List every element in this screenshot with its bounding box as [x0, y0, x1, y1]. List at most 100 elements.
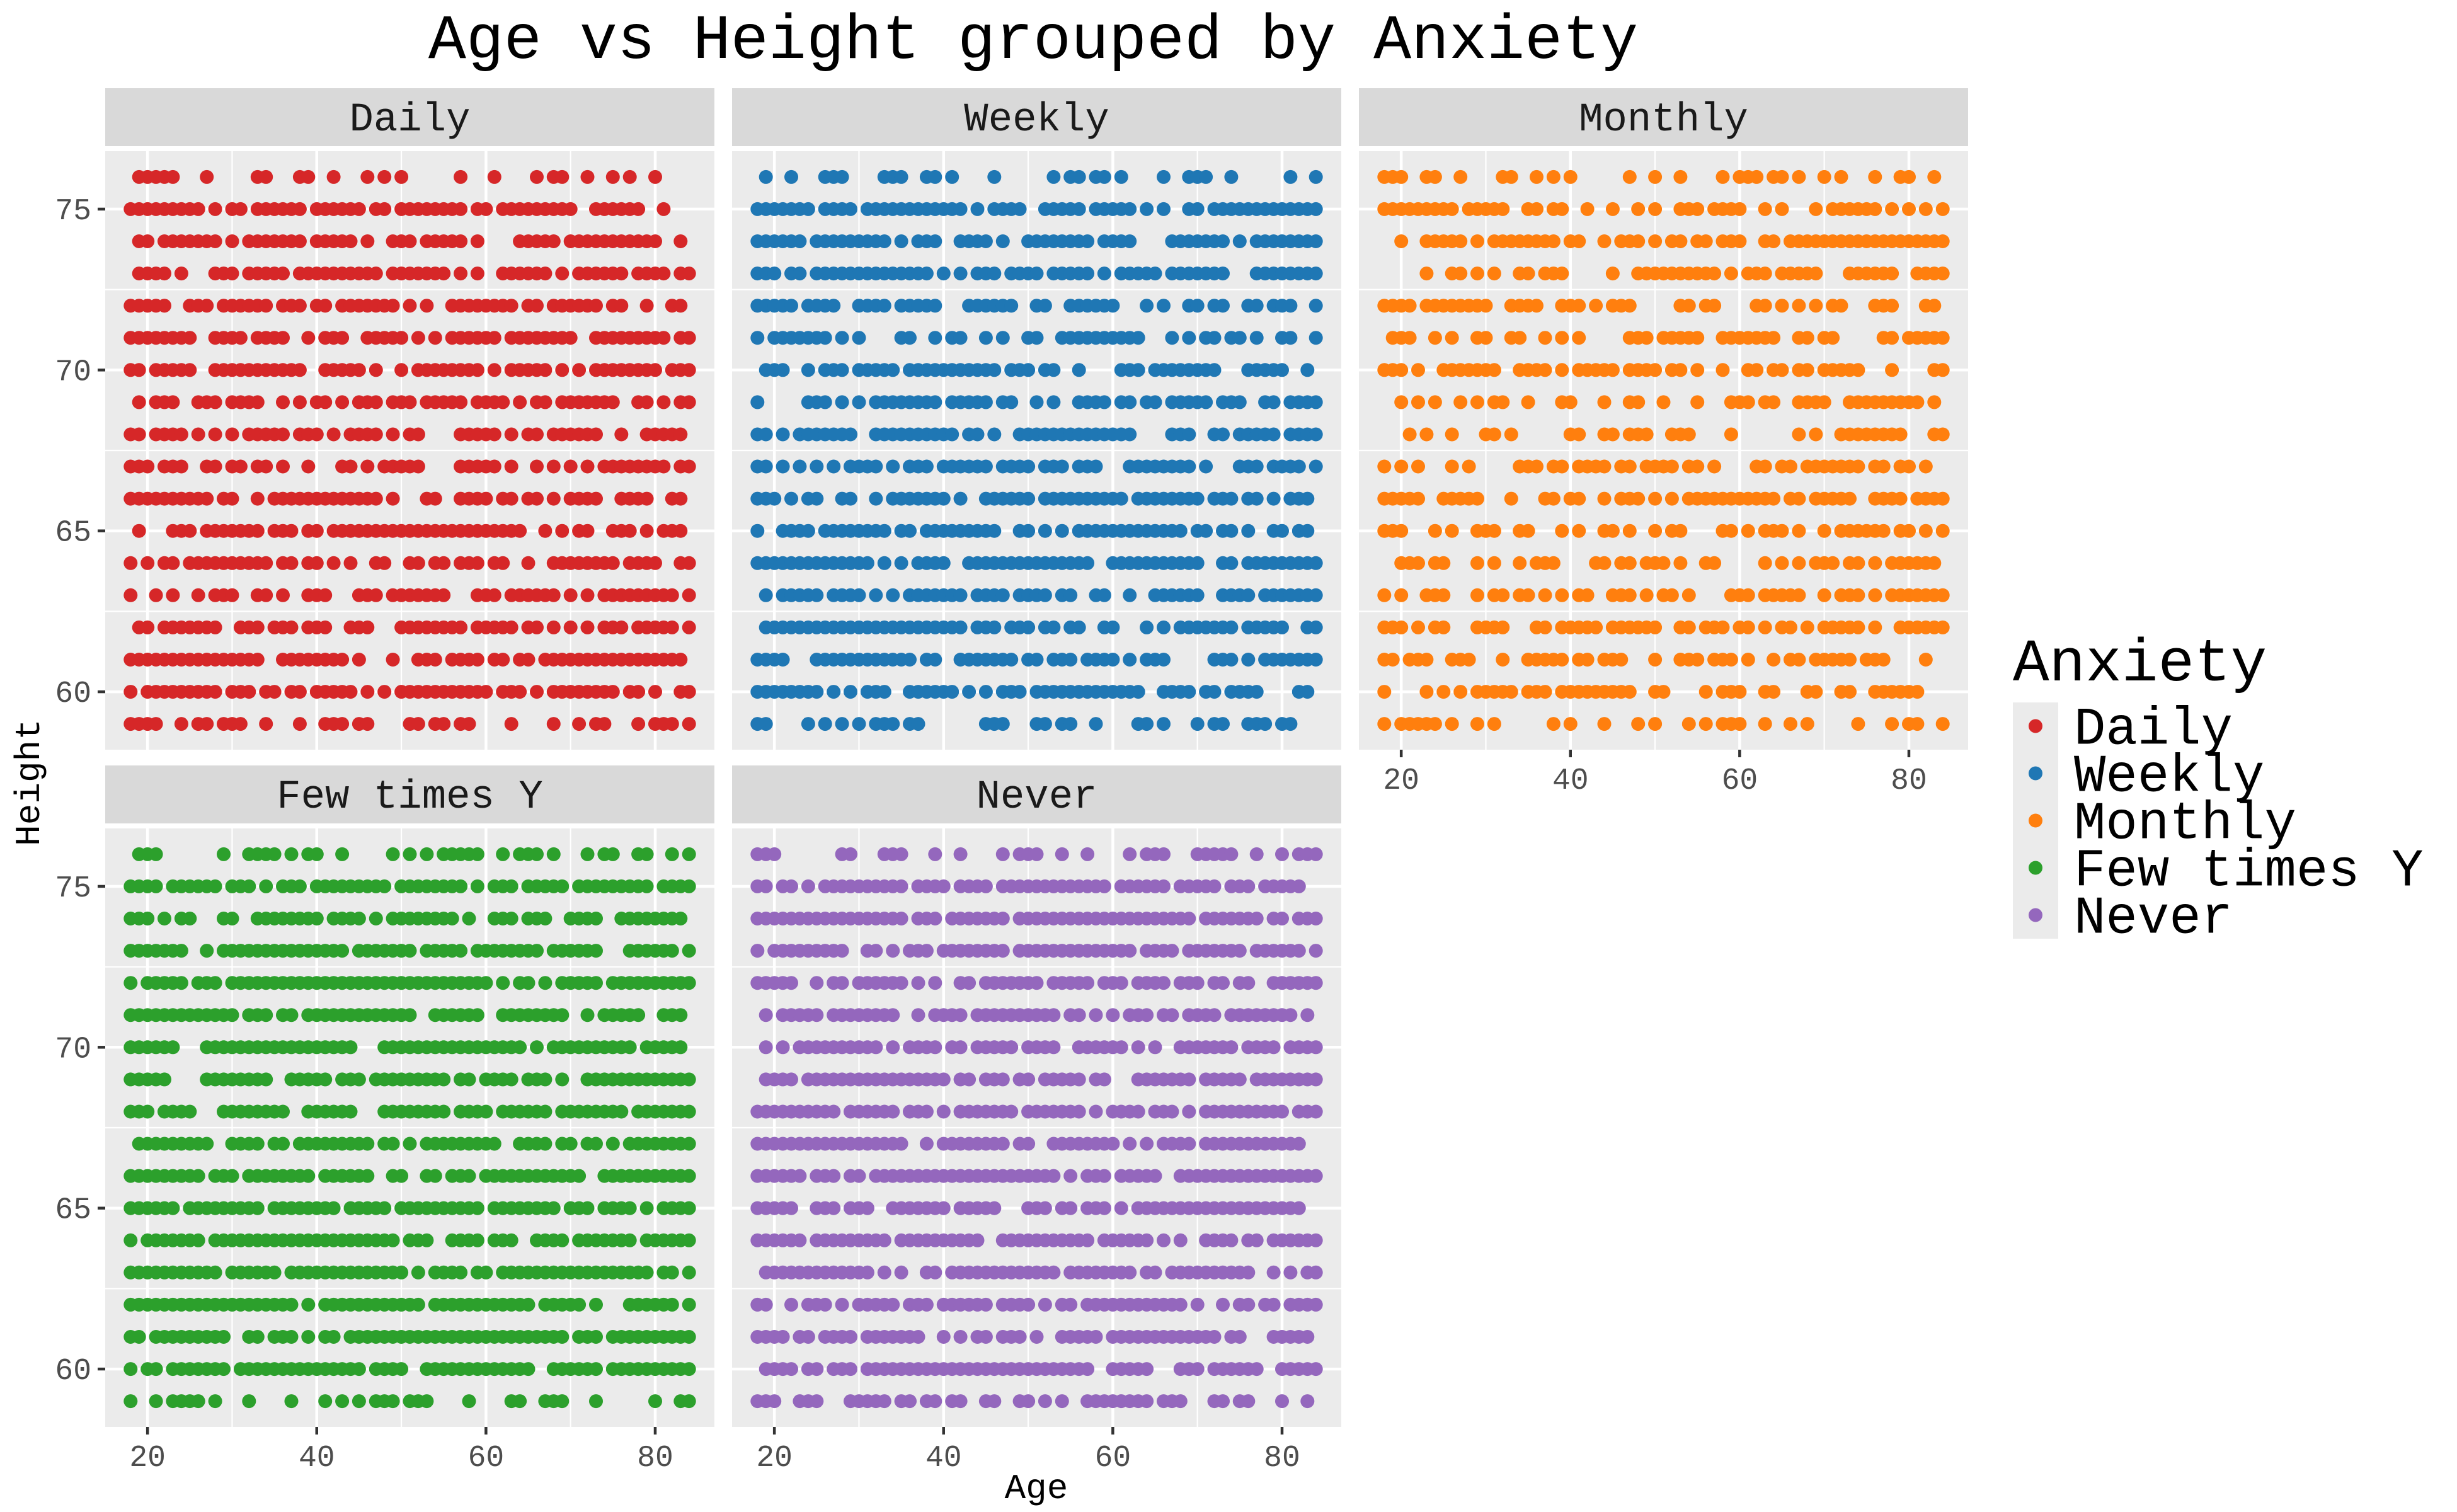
data-point — [1732, 685, 1747, 699]
data-point — [538, 266, 553, 281]
data-point — [1470, 234, 1484, 248]
data-point — [589, 1137, 603, 1151]
data-point — [1394, 395, 1409, 410]
data-point — [1732, 717, 1747, 731]
data-point — [810, 491, 824, 506]
data-point — [631, 717, 646, 731]
y-tick-label: 75 — [55, 872, 91, 906]
data-point — [233, 331, 248, 345]
data-point — [860, 556, 874, 570]
data-point — [1072, 620, 1086, 634]
data-point — [1182, 1072, 1196, 1087]
data-point — [1190, 717, 1205, 731]
data-point — [1106, 299, 1120, 313]
data-point — [1309, 1233, 1323, 1247]
data-point — [894, 1137, 908, 1151]
data-point — [1097, 588, 1111, 602]
data-point — [614, 266, 629, 281]
data-point — [1935, 427, 1950, 442]
data-point — [605, 395, 620, 410]
y-tick-label: 70 — [55, 1033, 91, 1067]
data-point — [1902, 169, 1916, 184]
data-point — [326, 1330, 341, 1344]
data-point — [530, 427, 544, 442]
data-point — [1063, 588, 1078, 602]
data-point — [521, 556, 536, 570]
data-point — [217, 1330, 231, 1344]
data-point — [987, 169, 1002, 184]
data-point — [1741, 653, 1755, 667]
data-point — [276, 588, 290, 602]
data-point — [673, 491, 688, 506]
data-point — [301, 331, 316, 345]
data-point — [1021, 1394, 1036, 1409]
data-point — [903, 331, 917, 345]
data-point — [877, 1265, 891, 1280]
data-point — [1241, 976, 1256, 990]
data-point — [1555, 331, 1569, 345]
data-point — [521, 1362, 536, 1377]
data-point — [284, 1297, 299, 1312]
data-point — [589, 427, 603, 442]
x-tick-label: 20 — [756, 1441, 793, 1475]
data-point — [403, 1137, 417, 1151]
data-point — [767, 491, 782, 506]
data-point — [1843, 685, 1857, 699]
data-point — [470, 556, 484, 570]
data-point — [1283, 717, 1298, 731]
data-point — [995, 944, 1010, 958]
data-point — [1546, 556, 1561, 570]
data-point — [1411, 363, 1425, 377]
data-point — [1055, 524, 1069, 538]
data-point — [1309, 331, 1323, 345]
data-point — [1868, 588, 1882, 602]
data-point — [1834, 169, 1848, 184]
data-point — [1817, 588, 1831, 602]
data-point — [276, 1104, 290, 1119]
data-point — [140, 234, 155, 248]
data-point — [225, 1008, 239, 1022]
data-point — [504, 879, 518, 893]
data-point — [1487, 427, 1501, 442]
data-point — [1800, 331, 1814, 345]
data-point — [852, 717, 866, 731]
data-point — [759, 1297, 773, 1312]
legend-label: Never — [2074, 890, 2233, 949]
data-point — [530, 169, 544, 184]
data-point — [801, 363, 815, 377]
data-point — [682, 331, 696, 345]
x-tick-label: 80 — [637, 1441, 673, 1475]
data-point — [1157, 299, 1171, 313]
data-point — [1622, 299, 1637, 313]
data-point — [1614, 653, 1629, 667]
data-point — [1021, 1297, 1036, 1312]
data-point — [1309, 620, 1323, 634]
data-point — [1800, 717, 1814, 731]
data-point — [580, 1008, 595, 1022]
data-point — [844, 685, 857, 699]
data-point — [1758, 717, 1772, 731]
data-point — [504, 912, 518, 925]
legend-entry-never: Never — [2013, 890, 2233, 949]
data-point — [928, 847, 942, 861]
data-point — [1876, 459, 1891, 474]
data-point — [1487, 717, 1501, 731]
data-point — [1428, 169, 1442, 184]
data-point — [953, 1330, 968, 1344]
data-point — [1148, 266, 1162, 281]
data-point — [682, 556, 696, 570]
data-point — [1826, 331, 1840, 345]
data-point — [546, 620, 561, 634]
data-point — [1249, 299, 1264, 313]
data-point — [309, 427, 324, 442]
data-point — [386, 427, 400, 442]
data-point — [437, 717, 451, 731]
data-point — [844, 491, 857, 506]
data-point — [1622, 459, 1637, 474]
data-point — [1470, 395, 1484, 410]
data-point — [1445, 717, 1459, 731]
data-point — [1530, 169, 1544, 184]
data-point — [810, 1008, 824, 1022]
data-point — [1767, 331, 1781, 345]
data-point — [487, 363, 501, 377]
